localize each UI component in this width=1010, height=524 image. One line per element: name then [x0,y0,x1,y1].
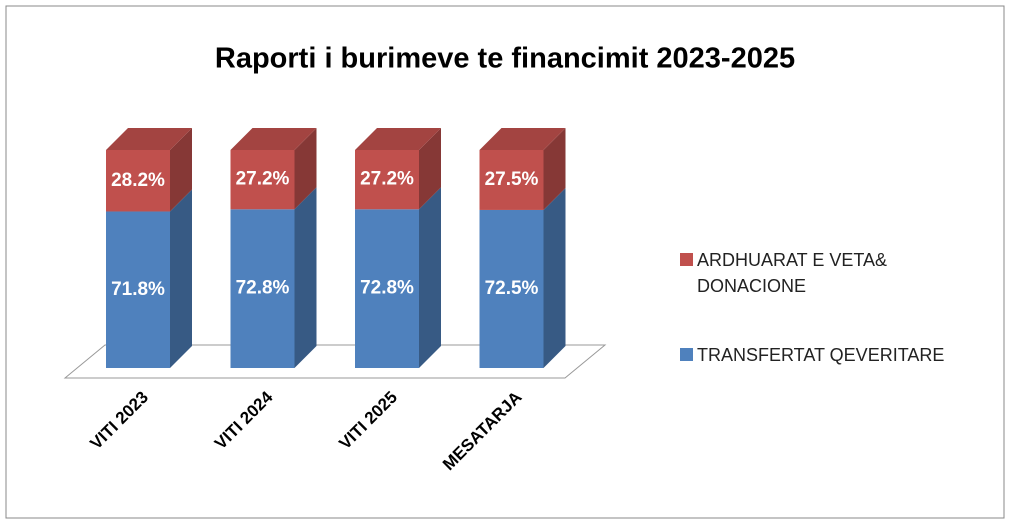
bar [230,209,295,368]
bar-side [543,187,566,368]
bar-top [479,128,566,150]
legend-swatch [680,348,693,361]
legend-swatch [680,253,693,266]
bar-top [106,128,192,150]
value-label: 28.2% [111,170,165,191]
bar [106,150,170,212]
value-label: 27.2% [236,169,290,190]
chart-title: Raporti i burimeve te financimit 2023-20… [215,43,795,75]
value-label: 27.5% [485,169,539,190]
value-label: 27.2% [360,169,414,190]
bar [479,150,544,210]
bar-side [543,128,566,210]
bar-side [419,128,441,210]
bar [355,150,419,210]
value-label: 72.8% [360,278,414,299]
bar-side [294,187,317,368]
bar [355,209,419,368]
bar-top [230,128,317,150]
bar-side [170,189,192,368]
bar-side [170,128,192,212]
bar-top [355,128,441,150]
bar-side [419,187,441,368]
floor [63,344,607,379]
legend-label: TRANSFERTAT QEVERITARE [697,345,945,365]
value-label: 72.8% [236,278,290,299]
bar [479,209,544,368]
bar-side [294,128,317,210]
bar [230,150,295,210]
value-label: 72.5% [485,278,539,299]
bar [106,211,170,368]
value-label: 71.8% [111,279,165,300]
legend-label: ARDHUARAT E VETA& DONACIONE [697,250,888,296]
